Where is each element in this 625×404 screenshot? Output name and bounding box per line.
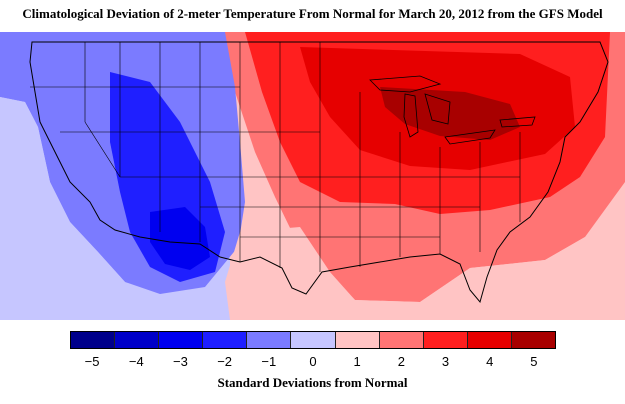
anomaly-texas-pink: [225, 227, 625, 320]
temperature-anomaly-map: [0, 32, 625, 320]
anomaly-coast-light-blue: [0, 97, 135, 320]
color-legend-bar: [70, 331, 556, 349]
legend-tick-5: 0: [309, 354, 317, 369]
legend-tick-2: −3: [173, 354, 188, 369]
legend-tick-9: 4: [486, 354, 494, 369]
map-canvas: [0, 32, 625, 320]
lake-superior: [369, 75, 442, 93]
lake-ontario: [499, 116, 536, 128]
legend-tick-7: 2: [397, 354, 405, 369]
us-outline: [29, 41, 609, 304]
legend-swatch-2: [159, 332, 204, 348]
legend-tick-0: −5: [84, 354, 100, 369]
legend-swatch-6: [335, 332, 380, 348]
legend-tick-3: −2: [217, 354, 233, 369]
anomaly-deep-blue: [150, 207, 210, 270]
lake-michigan: [403, 93, 419, 138]
lake-erie: [444, 129, 496, 145]
legend-swatch-0: [71, 332, 116, 348]
legend-swatch-5: [291, 332, 336, 348]
state-boundaries: [30, 42, 521, 272]
map-title: Climatological Deviation of 2-meter Temp…: [22, 6, 603, 21]
lake-huron: [424, 93, 451, 125]
legend-tick-10: 5: [530, 354, 538, 369]
legend-swatch-10: [511, 332, 556, 348]
legend-tick-1: −4: [128, 354, 144, 369]
legend-swatch-3: [203, 332, 248, 348]
legend-tick-labels: −5 −4 −3 −2 −1 0 1 2 3 4 5: [70, 354, 556, 372]
legend-tick-4: −1: [261, 354, 277, 369]
legend-swatch-1: [115, 332, 160, 348]
legend-tick-8: 3: [441, 354, 450, 369]
legend-axis-label: Standard Deviations from Normal: [217, 375, 408, 390]
legend-swatch-7: [379, 332, 424, 348]
legend-swatch-8: [423, 332, 468, 348]
legend-tick-6: 1: [353, 354, 361, 369]
legend-swatch-4: [247, 332, 292, 348]
legend-swatch-9: [467, 332, 512, 348]
